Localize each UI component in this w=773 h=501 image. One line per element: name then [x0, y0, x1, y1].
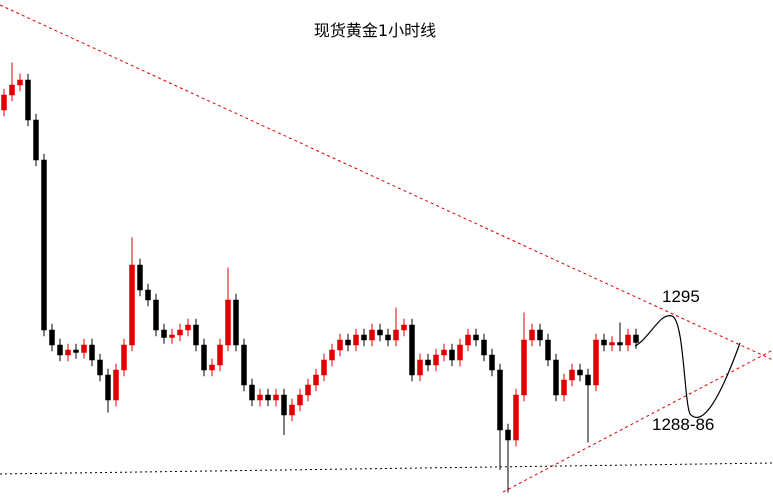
candle-body: [409, 324, 415, 376]
candle-body: [633, 334, 639, 343]
candle-body: [537, 329, 543, 341]
candle-body: [273, 394, 279, 401]
candle-body: [369, 329, 375, 341]
candle-body: [49, 329, 55, 346]
candle-body: [89, 344, 95, 361]
upper-trendline: [0, 4, 773, 361]
candle-body: [9, 84, 15, 96]
candle-body: [441, 349, 447, 356]
chart-title: 现货黄金1小时线: [314, 21, 436, 40]
candle-body: [241, 344, 247, 386]
candle-body: [25, 79, 31, 121]
candle-body: [521, 339, 527, 396]
candle-body: [497, 369, 503, 431]
candle-body: [505, 429, 511, 441]
candle-body: [65, 349, 71, 356]
candle-body: [481, 339, 487, 356]
support-line: [0, 462, 773, 475]
candle-body: [289, 404, 295, 416]
candle-body: [185, 324, 191, 331]
candle-body: [361, 334, 367, 341]
candle-body: [601, 339, 607, 346]
candle-body: [281, 394, 287, 416]
candle-body: [145, 289, 151, 301]
candle-body: [265, 394, 271, 401]
candle-body: [329, 349, 335, 361]
candle-body: [33, 119, 39, 161]
candle-body: [569, 369, 575, 381]
candle-body: [385, 334, 391, 341]
candle-body: [249, 384, 255, 401]
candle-body: [433, 354, 439, 366]
candle-body: [617, 342, 623, 346]
candle-body: [161, 329, 167, 338]
candle-body: [585, 374, 591, 386]
candle-body: [345, 339, 351, 346]
candle-body: [17, 79, 23, 86]
candle-body: [233, 299, 239, 346]
candle-body: [593, 339, 599, 386]
candle-body: [41, 159, 47, 331]
candle-body: [169, 334, 175, 338]
annotation: 1295: [662, 287, 700, 306]
candle-body: [545, 339, 551, 361]
candle-body: [553, 359, 559, 396]
candle-body: [401, 324, 407, 331]
candle-body: [353, 334, 359, 346]
candle-body: [57, 344, 63, 356]
candle-body: [473, 334, 479, 341]
candle-body: [377, 329, 383, 336]
candle-body: [137, 264, 143, 291]
candle-body: [457, 344, 463, 361]
candle-body: [97, 359, 103, 376]
candle-body: [201, 344, 207, 371]
candle-body: [257, 394, 263, 401]
candle-body: [297, 394, 303, 406]
candle-body: [425, 359, 431, 366]
projection-curve: [634, 315, 741, 419]
candle-body: [193, 324, 199, 346]
candle-body: [393, 329, 399, 341]
candle-body: [609, 342, 615, 346]
candle-body: [121, 344, 127, 371]
candle-body: [209, 364, 215, 371]
candle-body: [625, 334, 631, 346]
candle-body: [1, 94, 7, 111]
candle-body: [513, 394, 519, 441]
candle-body: [105, 374, 111, 401]
candle-body: [305, 384, 311, 396]
candle-body: [449, 349, 455, 361]
candle-body: [561, 379, 567, 396]
candle-body: [225, 299, 231, 346]
candle-body: [153, 299, 159, 331]
candle-body: [577, 369, 583, 376]
candle-body: [113, 369, 119, 401]
candle-body: [73, 349, 79, 353]
candle-body: [81, 344, 87, 353]
candle-body: [465, 334, 471, 346]
candle-body: [129, 264, 135, 346]
candles: [1, 62, 639, 493]
candle-body: [321, 359, 327, 376]
candle-body: [489, 354, 495, 371]
candle-body: [417, 359, 423, 376]
candle-body: [529, 329, 535, 341]
candle-body: [313, 374, 319, 386]
annotation: 1288-86: [652, 415, 714, 434]
candle-body: [337, 339, 343, 351]
candle-body: [177, 329, 183, 336]
candle-body: [217, 344, 223, 366]
